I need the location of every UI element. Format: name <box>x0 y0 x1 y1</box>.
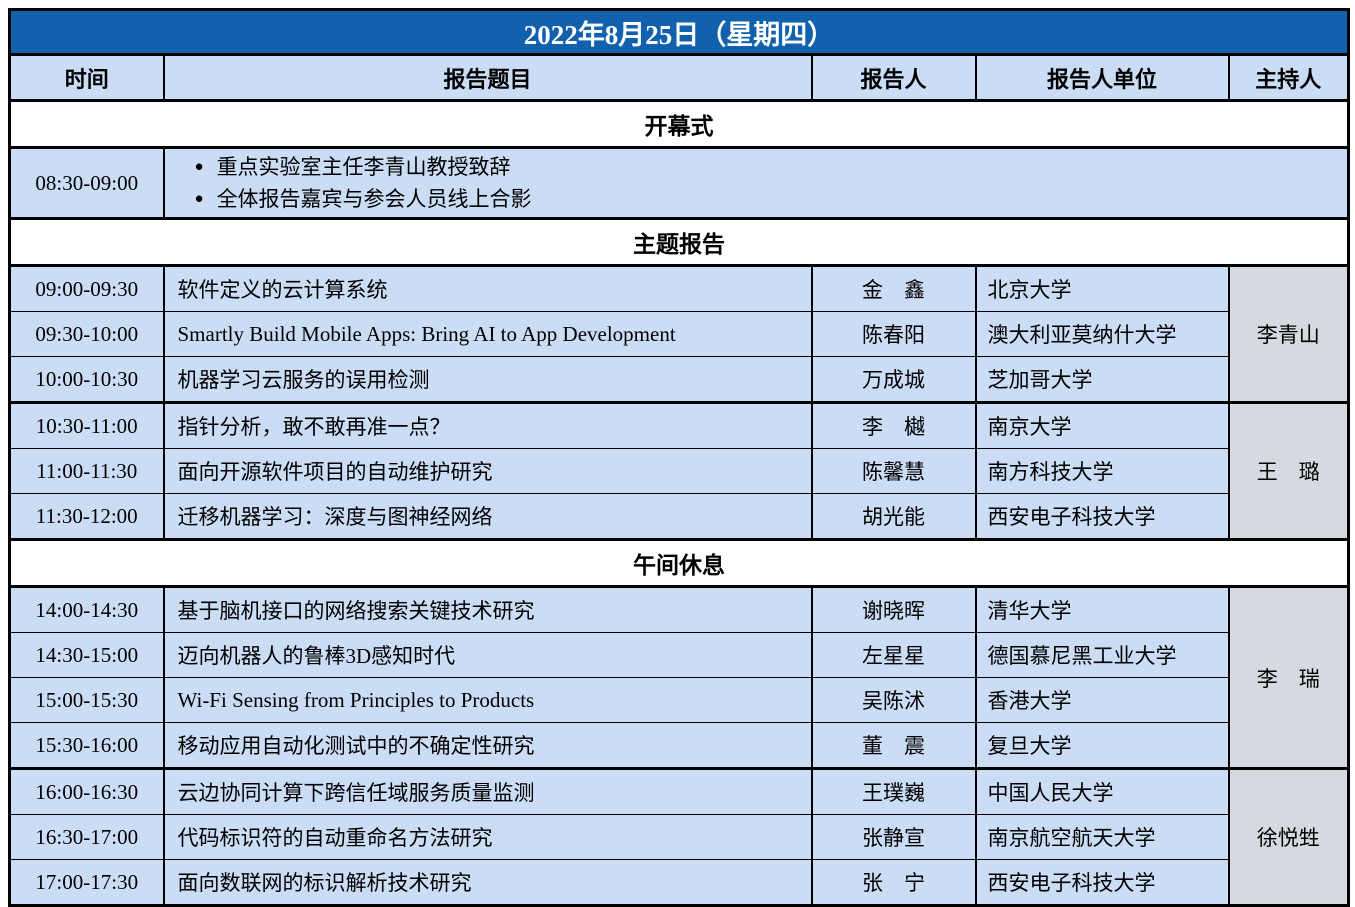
bullet-icon: ● <box>194 159 204 175</box>
talk-title-cell: 指针分析，敢不敢再准一点？ <box>162 401 813 449</box>
section-row: 开幕式 <box>8 99 1350 149</box>
time-cell: 15:00-15:30 <box>8 677 165 723</box>
event-row: 08:30-09:00 ● 重点实验室主任李青山教授致辞 ● 全体报告嘉宾与参会人员线上… <box>8 147 1350 219</box>
affiliation-cell: 芝加哥大学 <box>974 356 1230 403</box>
bullet-icon: ● <box>194 191 204 207</box>
speaker-cell: 万成城 <box>810 356 977 403</box>
talk-title-cell: Smartly Build Mobile Apps: Bring AI to A… <box>162 311 813 357</box>
affiliation-cell: 北京大学 <box>974 264 1230 312</box>
affiliation-cell: 香港大学 <box>974 677 1230 723</box>
time-cell: 16:30-17:00 <box>8 814 165 860</box>
speaker-cell: 王璞巍 <box>810 767 977 815</box>
time-cell: 16:00-16:30 <box>8 767 165 815</box>
speaker-cell: 董 震 <box>810 722 977 769</box>
date-title-row: 2022年8月25日（星期四） <box>8 9 1350 56</box>
affiliation-cell: 南京大学 <box>974 401 1230 449</box>
talk-title-cell: 基于脑机接口的网络搜索关键技术研究 <box>162 585 813 633</box>
section-row: 主题报告 <box>8 217 1350 267</box>
speaker-cell: 陈春阳 <box>810 311 977 357</box>
section-label: 午间休息 <box>8 538 1350 588</box>
time-cell: 09:00-09:30 <box>8 264 165 312</box>
talk-row: 10:30-11:00 指针分析，敢不敢再准一点？李 樾南京大学王 璐 <box>8 401 1350 540</box>
section-label: 主题报告 <box>8 217 1350 267</box>
talk-title-cell: 移动应用自动化测试中的不确定性研究 <box>162 722 813 769</box>
affiliation-cell: 南京航空航天大学 <box>974 814 1230 860</box>
speaker-cell: 张 宁 <box>810 859 977 906</box>
talk-title-cell: 软件定义的云计算系统 <box>162 264 813 312</box>
affiliation-cell: 西安电子科技大学 <box>974 493 1230 540</box>
talk-title-cell: 面向数联网的标识解析技术研究 <box>162 859 813 906</box>
talk-row: 09:30-10:00 Smartly Build Mobile Apps: Br… <box>8 311 1349 357</box>
speaker-cell: 陈馨慧 <box>810 448 977 494</box>
time-cell: 10:30-11:00 <box>8 401 165 449</box>
affiliation-cell: 南方科技大学 <box>974 448 1230 494</box>
column-header-title: 报告题目 <box>162 54 813 102</box>
affiliation-cell: 中国人民大学 <box>974 767 1230 815</box>
host-cell: 徐悦甡 <box>1227 767 1350 906</box>
speaker-cell: 张静宣 <box>810 814 977 860</box>
talk-title-cell: 迈向机器人的鲁棒3D感知时代 <box>162 632 813 678</box>
speaker-cell: 谢晓晖 <box>810 585 977 633</box>
section-label: 开幕式 <box>8 99 1350 149</box>
column-header-time: 时间 <box>8 54 165 102</box>
talk-row: 17:00-17:30 面向数联网的标识解析技术研究张 宁西安电子科技大学 <box>8 859 1349 906</box>
time-cell: 15:30-16:00 <box>8 722 165 769</box>
time-cell: 11:00-11:30 <box>8 448 165 494</box>
talk-row: 14:00-14:30 基于脑机接口的网络搜索关键技术研究 谢晓晖 清华大学李 瑞 <box>8 585 1350 769</box>
talk-row: 14:30-15:00 迈向机器人的鲁棒3D感知时代 左星星 德国慕尼黑工业大学 <box>8 632 1349 678</box>
talk-title-cell: 云边协同计算下跨信任域服务质量监测 <box>162 767 813 815</box>
speaker-cell: 左星星 <box>810 632 977 678</box>
schedule-table: 2022年8月25日（星期四） 时间 报告题目 报告人 报告人单位 主持人 开幕式 08:… <box>8 8 1351 907</box>
event-bullet-text: 全体报告嘉宾与参会人员线上合影 <box>216 187 532 211</box>
talk-title-cell: Wi-Fi Sensing from Principles to Product… <box>162 677 813 723</box>
section-row: 午间休息 <box>8 538 1350 588</box>
talk-title-cell: 代码标识符的自动重命名方法研究 <box>162 814 813 860</box>
talk-row: 09:00-09:30 软件定义的云计算系统金 鑫北京大学 李青山 <box>8 264 1350 403</box>
time-cell: 08:30-09:00 <box>8 147 165 219</box>
talk-title-cell: 迁移机器学习：深度与图神经网络 <box>162 493 813 540</box>
talk-row: 11:30-12:00 迁移机器学习：深度与图神经网络 胡光能 西安电子科技大学 <box>8 493 1349 540</box>
speaker-cell: 胡光能 <box>810 493 977 540</box>
date-title: 2022年8月25日（星期四） <box>8 9 1350 56</box>
talk-row: 16:00-16:30 云边协同计算下跨信任域服务质量监测 王璞巍 中国人民大学 徐悦甡 <box>8 767 1350 906</box>
event-bullet-line: ● 全体报告嘉宾与参会人员线上合影 <box>195 183 1347 215</box>
event-bullet-text: 重点实验室主任李青山教授致辞 <box>216 155 511 179</box>
talk-row: 15:00-15:30 Wi-Fi Sensing from Principles… <box>8 677 1349 723</box>
time-cell: 10:00-10:30 <box>8 356 165 403</box>
affiliation-cell: 复旦大学 <box>974 722 1230 769</box>
affiliation-cell: 德国慕尼黑工业大学 <box>974 632 1230 678</box>
talk-title-cell: 面向开源软件项目的自动维护研究 <box>162 448 813 494</box>
talk-row: 10:00-10:30 机器学习云服务的误用检测 万成城 芝加哥大学 <box>8 356 1349 403</box>
talk-row: 15:30-16:00 移动应用自动化测试中的不确定性研究董 震复旦大学 <box>8 722 1349 769</box>
host-cell: 李 瑞 <box>1227 585 1350 769</box>
host-cell: 王 璐 <box>1227 401 1350 540</box>
time-cell: 11:30-12:00 <box>8 493 165 540</box>
event-detail-cell: ● 重点实验室主任李青山教授致辞 ● 全体报告嘉宾与参会人员线上合影 <box>162 147 1350 219</box>
event-bullet-line: ● 重点实验室主任李青山教授致辞 <box>195 151 1347 183</box>
talk-row: 11:00-11:30 面向开源软件项目的自动维护研究 陈馨慧 南方科技大学 <box>8 448 1349 494</box>
time-cell: 14:00-14:30 <box>8 585 165 633</box>
affiliation-cell: 西安电子科技大学 <box>974 859 1230 906</box>
affiliation-cell: 澳大利亚莫纳什大学 <box>974 311 1230 357</box>
column-header-row: 时间 报告题目 报告人 报告人单位 主持人 <box>8 54 1350 102</box>
talk-title-cell: 机器学习云服务的误用检测 <box>162 356 813 403</box>
column-header-affiliation: 报告人单位 <box>974 54 1230 102</box>
column-header-speaker: 报告人 <box>810 54 977 102</box>
speaker-cell: 李 樾 <box>810 401 977 449</box>
affiliation-cell: 清华大学 <box>974 585 1230 633</box>
speaker-cell: 金 鑫 <box>810 264 977 312</box>
host-cell: 李青山 <box>1227 264 1350 403</box>
column-header-host: 主持人 <box>1227 54 1350 102</box>
time-cell: 09:30-10:00 <box>8 311 165 357</box>
time-cell: 14:30-15:00 <box>8 632 165 678</box>
speaker-cell: 吴陈沭 <box>810 677 977 723</box>
time-cell: 17:00-17:30 <box>8 859 165 906</box>
talk-row: 16:30-17:00 代码标识符的自动重命名方法研究 张静宣 南京航空航天大学 <box>8 814 1349 860</box>
